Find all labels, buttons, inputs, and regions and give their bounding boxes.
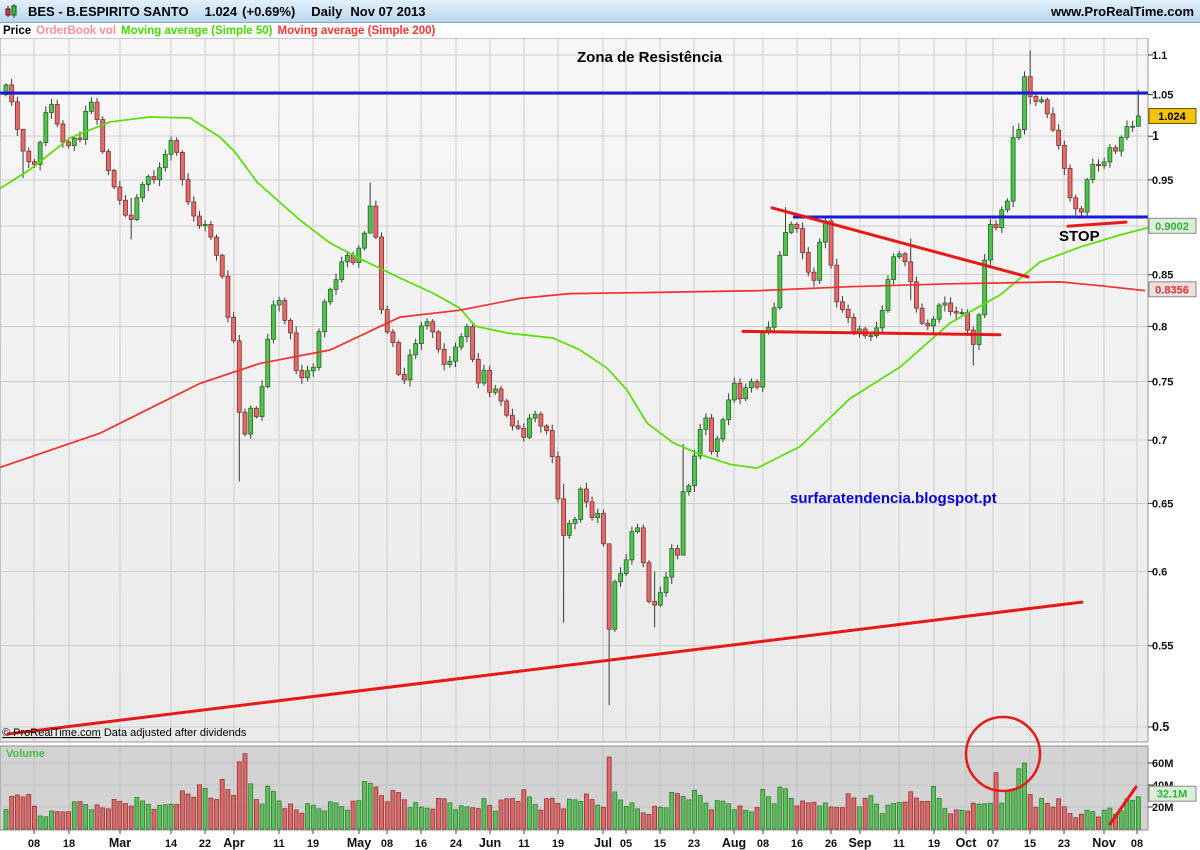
y-axis-label: 0.7 [1152,435,1167,447]
ma50-value-tag: 0.9002 [1148,217,1197,234]
x-axis-label: 15 [1024,838,1036,850]
last-volume-tag: 32.1M [1148,785,1197,802]
x-axis-label: 11 [273,838,285,850]
red-trend-line[interactable] [6,600,1084,736]
y-axis-label: 1.1 [1152,50,1167,62]
resistance-zone-label: Zona de Resistência [577,49,723,66]
volume-axis-label: 60M [1152,758,1173,770]
x-axis-label: Sep [849,836,872,850]
volume-axis-label: 20M [1152,802,1173,814]
title-bar: BES - B.ESPIRITO SANTO 1.024 (+0.69%) Da… [0,0,1200,23]
y-axis-label: 1.05 [1152,90,1173,102]
x-axis-label: Mar [109,836,131,850]
red-trend-line[interactable] [770,206,1030,279]
x-axis-label: 15 [654,838,666,850]
x-axis-label: Apr [223,836,245,850]
x-axis-label: 22 [199,838,211,850]
x-axis-label: 26 [825,838,837,850]
x-axis-label: 08 [1131,838,1143,850]
y-axis-label: 0.55 [1152,641,1173,653]
x-axis-label: 05 [620,838,632,850]
grid: 08 18 Mar 14 22 Apr 11 19 May 08 16 24 Jun 11 19 Jul 05 1… [1,39,1173,850]
y-axis-label: 0.75 [1152,376,1173,388]
price-pane[interactable] [0,38,1149,743]
x-axis-label: Oct [956,836,978,850]
x-axis-label: Nov [1092,836,1116,850]
prorealtime-link[interactable]: www.ProRealTime.com [1050,3,1194,19]
ma200-line [0,281,1146,469]
y-axis-label: 1 [1152,129,1159,143]
last-price-tag: 1.024 [1148,107,1197,124]
x-axis-label: 24 [450,838,463,850]
y-axis-label: 0.95 [1152,175,1173,187]
x-axis-label: 08 [28,838,40,850]
x-axis-label: 08 [381,838,393,850]
x-axis-label: Jul [594,836,612,850]
x-axis-label: 18 [63,838,75,850]
timeframe-label: Daily [311,3,343,19]
x-axis-label: 19 [307,838,319,850]
x-axis-label: 07 [987,838,999,850]
x-axis-label: May [347,836,371,850]
candlestick-icon [4,3,20,19]
x-axis-label: 08 [757,838,769,850]
chart-date: Nov 07 2013 [350,3,426,19]
svg-text:0.8356: 0.8356 [1155,284,1189,296]
x-axis-label: 19 [552,838,564,850]
y-axis-label: 0.65 [1152,498,1173,510]
ma200-value-tag: 0.8356 [1148,281,1197,298]
legend-price[interactable]: Price [3,24,32,37]
price-change: (+0.69%) [242,3,296,19]
x-axis-label: Jun [479,836,501,850]
legend-ma200[interactable]: Moving average (Simple 200) [277,24,436,37]
legend-ma50[interactable]: Moving average (Simple 50) [121,24,273,37]
red-trend-line[interactable] [741,329,1002,337]
ma50-line [0,116,1149,470]
red-trend-line[interactable] [1066,220,1128,228]
svg-text:32.1M: 32.1M [1157,789,1188,801]
volume-pane-label: Volume [6,748,45,760]
x-axis-label: 23 [688,838,700,850]
x-axis-label: 16 [791,838,803,850]
x-axis-label: Aug [722,836,746,850]
x-axis-label: 14 [165,838,178,850]
y-axis-label: 0.85 [1152,270,1173,282]
prorealtime-footer-link[interactable]: © ProRealTime.com [2,727,101,739]
y-axis-label: 0.5 [1152,720,1169,734]
x-axis-label: 16 [415,838,427,850]
y-axis-label: 0.8 [1152,321,1167,333]
x-axis-label: 19 [928,838,940,850]
x-axis-label: 23 [1058,838,1070,850]
svg-text:0.9002: 0.9002 [1155,221,1189,233]
svg-text:1.024: 1.024 [1158,111,1186,123]
x-axis-label: 11 [893,838,905,850]
y-axis-label: 0.6 [1152,567,1167,579]
blog-watermark: surfaratendencia.blogspot.pt [790,490,997,507]
last-price: 1.024 [204,3,238,19]
volume-trend-line[interactable] [1108,785,1138,826]
symbol-title: BES - B.ESPIRITO SANTO [28,3,189,19]
volume-highlight-circle[interactable] [964,715,1042,793]
indicator-legend: Price OrderBook vol Moving average (Simp… [0,23,1200,38]
footer-note: © ProRealTime.com Data adjusted after di… [2,727,247,739]
chart-canvas[interactable]: 08 18 Mar 14 22 Apr 11 19 May 08 16 24 Jun 11 19 Jul 05 1… [0,38,1200,850]
legend-orderbook-vol[interactable]: OrderBook vol [36,24,117,37]
stop-label: STOP [1059,228,1100,245]
x-axis-label: 11 [518,838,530,850]
